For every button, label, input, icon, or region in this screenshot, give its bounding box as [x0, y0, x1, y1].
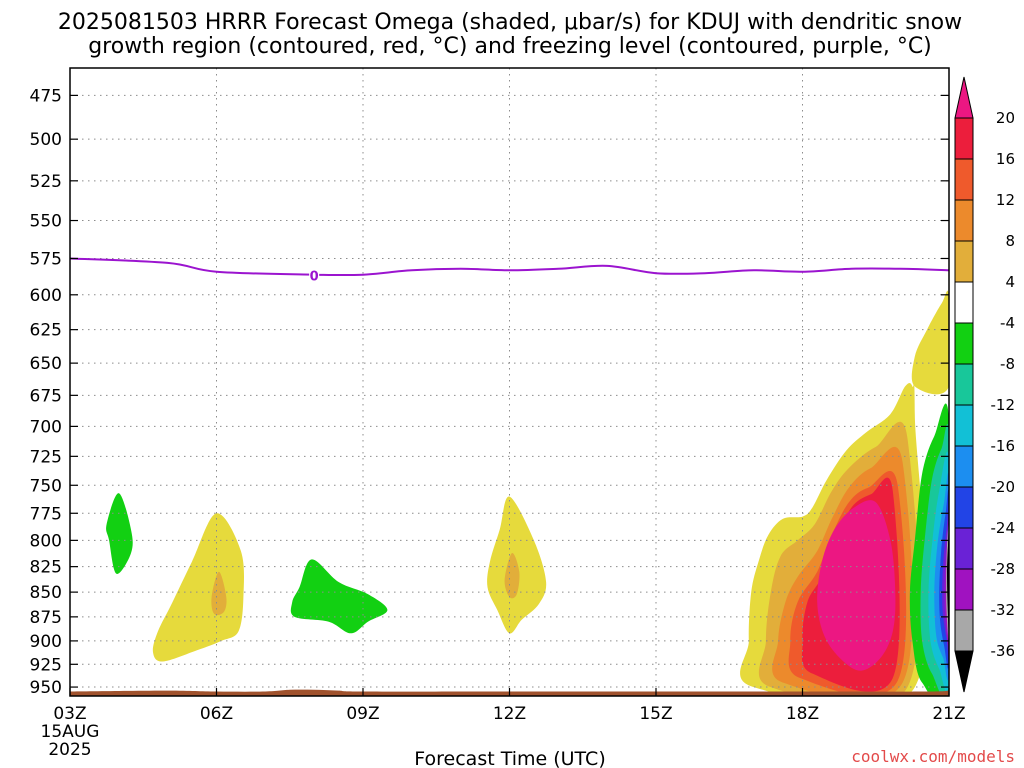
colorbar-tick--36: -36 [991, 642, 1016, 660]
y-tick-label-650: 650 [30, 354, 62, 374]
colorbar-tick-4: 4 [1005, 273, 1015, 291]
omega-region-pos_max-11 [817, 500, 896, 671]
y-tick-label-950: 950 [30, 678, 62, 698]
omega-region-pos4-1 [152, 513, 245, 662]
colorbar-swatch-1 [954, 117, 974, 160]
freezing-level-label: 0 [310, 270, 319, 285]
freezing-level-line [70, 257, 949, 277]
omega-region-pos8-5 [504, 552, 520, 599]
colorbar-swatch-10 [954, 486, 974, 529]
colorbar-tick-16: 16 [996, 150, 1015, 168]
chart-title-line-2: growth region (contoured, red, °C) and f… [88, 34, 932, 59]
colorbar-swatch-6 [954, 322, 974, 365]
pressure-axis: 475 500 525 550 575 600 625 650 675 700 725 750 775 8… [30, 86, 949, 698]
colorbar-swatch-2 [954, 158, 974, 201]
x-tick-label-09Z: 09Z [346, 704, 379, 724]
colorbar-swatch-11 [954, 527, 974, 570]
y-tick-label-750: 750 [30, 476, 62, 496]
y-tick-label-550: 550 [30, 212, 62, 232]
colorbar-swatch-12 [954, 568, 974, 611]
colorbar-swatch-9 [954, 445, 974, 488]
y-tick-label-475: 475 [30, 86, 62, 106]
colorbar-tick-20: 20 [996, 109, 1015, 127]
x-tick-label-12Z: 12Z [493, 704, 526, 724]
y-tick-label-825: 825 [30, 558, 62, 578]
x-tick-label-06Z: 06Z [200, 704, 233, 724]
x-tick-label-18Z: 18Z [786, 704, 819, 724]
colorbar-tick-8: 8 [1005, 232, 1015, 250]
colorbar-swatch-13 [954, 609, 974, 652]
y-tick-label-625: 625 [30, 321, 62, 341]
y-tick-label-775: 775 [30, 504, 62, 524]
y-tick-label-525: 525 [30, 172, 62, 192]
colorbar-swatch-bottom [954, 650, 974, 693]
freezing-label-bg [309, 268, 320, 283]
colorbar-swatch-3 [954, 199, 974, 242]
colorbar-swatch-8 [954, 404, 974, 447]
colorbar-tick--12: -12 [991, 396, 1016, 414]
y-tick-label-900: 900 [30, 632, 62, 652]
freezing-level-contour: 0 [70, 257, 949, 285]
y-tick-label-500: 500 [30, 130, 62, 150]
x-tick-sublabel-0: 15AUG [41, 722, 100, 742]
colorbar-tick--8: -8 [1000, 355, 1015, 373]
colorbar-swatch-5 [954, 281, 974, 324]
chart-title-line-1: 2025081503 HRRR Forecast Omega (shaded, … [58, 10, 962, 35]
x-tick-label-15Z: 15Z [639, 704, 672, 724]
colorbar-legend: 20 16 12 8 4 -4 -8 -12 -16 -20 -24 -28 -32 -36 [954, 76, 1016, 693]
colorbar-tick--24: -24 [991, 519, 1016, 537]
credit-text: coolwx.com/models [851, 747, 1015, 766]
y-tick-label-675: 675 [30, 386, 62, 406]
y-tick-label-875: 875 [30, 608, 62, 628]
y-tick-label-600: 600 [30, 286, 62, 306]
y-tick-label-725: 725 [30, 447, 62, 467]
x-axis-label: Forecast Time (UTC) [414, 748, 605, 768]
x-tick-label-21Z: 21Z [932, 704, 965, 724]
colorbar-tick-12: 12 [996, 191, 1015, 209]
x-tick-label-03Z: 03Z [53, 704, 86, 724]
omega-region-pos4-12 [911, 290, 949, 395]
y-tick-label-700: 700 [30, 417, 62, 437]
colorbar-tick--28: -28 [991, 560, 1016, 578]
colorbar-swatch-4 [954, 240, 974, 283]
y-tick-label-575: 575 [30, 249, 62, 269]
omega-region-pos8-2 [211, 571, 227, 616]
grid-lines [70, 68, 949, 696]
colorbar-tick--4: -4 [1000, 314, 1015, 332]
omega-shaded-regions [106, 290, 949, 696]
colorbar-tick--16: -16 [991, 437, 1016, 455]
y-tick-label-800: 800 [30, 531, 62, 551]
y-tick-label-850: 850 [30, 583, 62, 603]
y-tick-label-925: 925 [30, 655, 62, 675]
colorbar-tick--20: -20 [991, 478, 1016, 496]
colorbar-tick--32: -32 [991, 601, 1016, 619]
x-tick-sublabel-1: 2025 [48, 740, 91, 760]
colorbar-swatch-7 [954, 363, 974, 406]
